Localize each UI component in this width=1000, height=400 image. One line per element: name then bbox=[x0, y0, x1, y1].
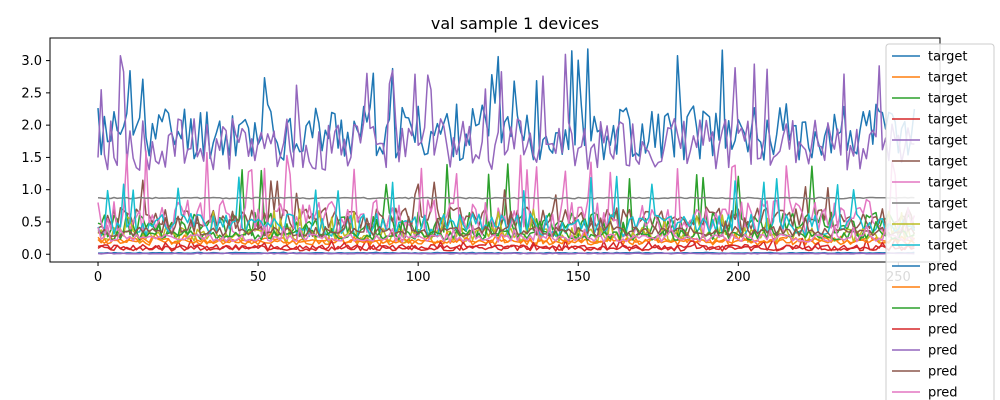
legend-label: target bbox=[928, 50, 968, 65]
legend-box bbox=[885, 43, 995, 400]
legend: target target target target target target targ… bbox=[885, 43, 995, 400]
x-tick-label: 50 bbox=[250, 270, 267, 285]
legend-label: target bbox=[928, 155, 968, 170]
y-tick-label: 2.5 bbox=[21, 86, 42, 101]
series-line-12 bbox=[97, 218, 915, 241]
legend-label: target bbox=[928, 239, 968, 254]
series-line-4 bbox=[97, 53, 915, 171]
y-tick-label: 0.0 bbox=[21, 248, 42, 263]
x-tick-label: 200 bbox=[726, 270, 751, 285]
legend-label: target bbox=[928, 176, 968, 191]
y-tick-label: 1.5 bbox=[21, 151, 42, 166]
legend-label: pred bbox=[928, 323, 958, 338]
x-tick-label: 100 bbox=[406, 270, 431, 285]
y-tick-label: 2.0 bbox=[21, 119, 42, 134]
legend-label: target bbox=[928, 197, 968, 212]
legend-label: pred bbox=[928, 260, 958, 275]
legend-label: target bbox=[928, 134, 968, 149]
legend-label: pred bbox=[928, 365, 958, 380]
series-line-15 bbox=[97, 214, 916, 238]
legend-label: target bbox=[928, 92, 968, 107]
x-tick-label: 0 bbox=[94, 270, 102, 285]
chart-title: val sample 1 devices bbox=[431, 14, 599, 33]
series-line-0 bbox=[97, 48, 916, 162]
legend-label: pred bbox=[928, 281, 958, 296]
legend-label: pred bbox=[928, 344, 958, 359]
y-axis: 0.0 0.5 1.0 1.5 2.0 2.5 3.0 bbox=[21, 54, 50, 263]
legend-label: target bbox=[928, 71, 968, 86]
legend-label: pred bbox=[928, 386, 958, 400]
plot-area bbox=[97, 48, 916, 255]
y-tick-label: 1.0 bbox=[21, 183, 42, 198]
legend-label: target bbox=[928, 218, 968, 233]
y-tick-label: 0.5 bbox=[21, 215, 42, 230]
series-line-14 bbox=[97, 252, 915, 255]
y-tick-label: 3.0 bbox=[21, 54, 42, 69]
series-line-13 bbox=[97, 239, 915, 252]
legend-label: pred bbox=[928, 302, 958, 317]
legend-label: target bbox=[928, 113, 968, 128]
series-line-16 bbox=[97, 224, 915, 243]
x-tick-label: 150 bbox=[566, 270, 591, 285]
